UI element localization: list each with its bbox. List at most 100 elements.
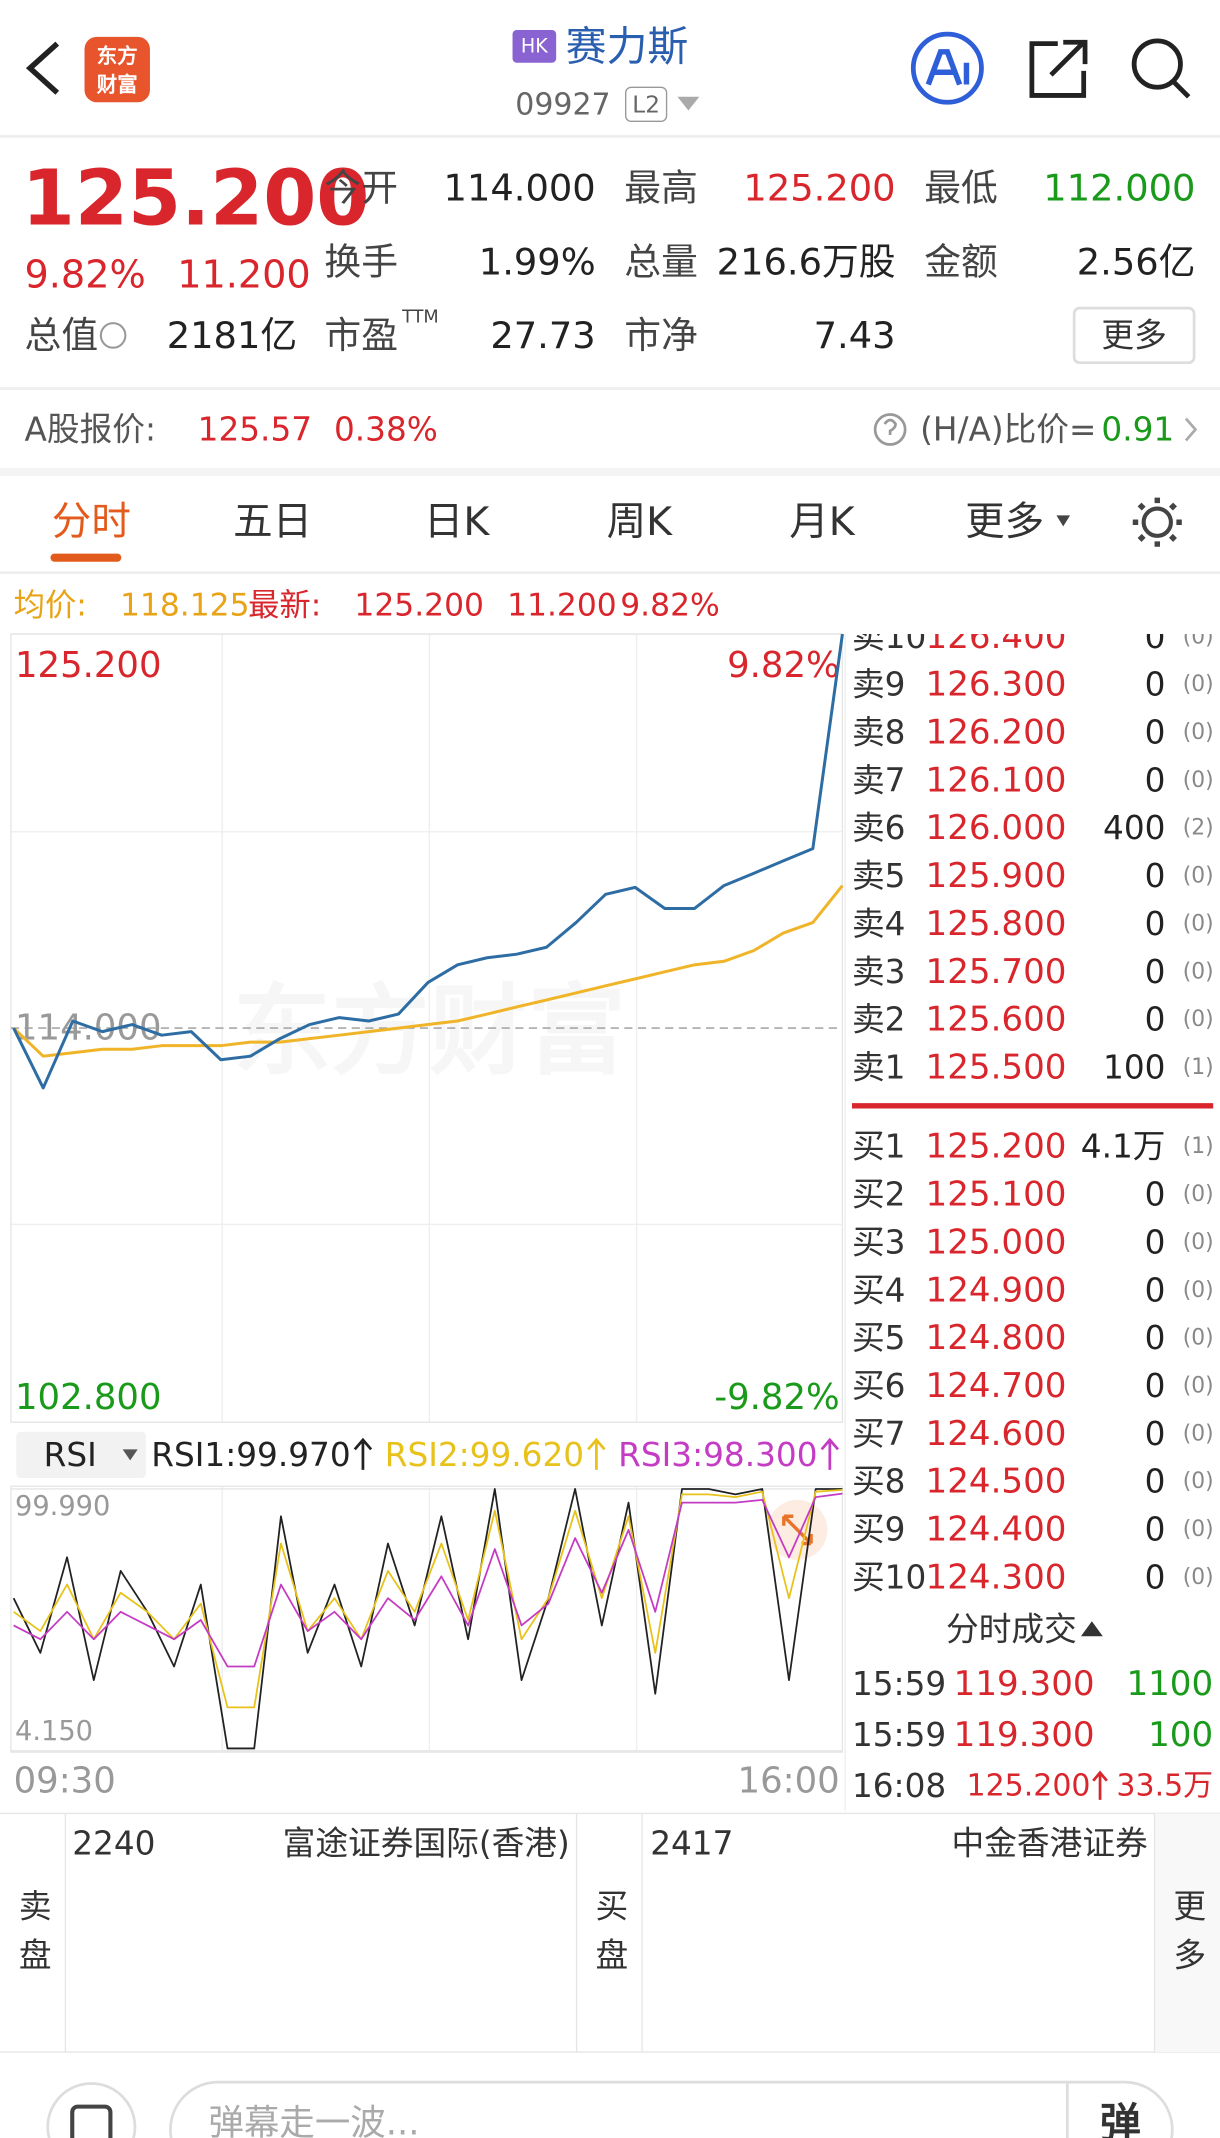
level-label: 卖1 — [852, 1048, 906, 1086]
search-button[interactable] — [1131, 38, 1183, 90]
broker-more[interactable]: 更多 — [1168, 1888, 1206, 1986]
level-price: 124.500 — [926, 1462, 1067, 1502]
level-price: 125.000 — [926, 1222, 1067, 1262]
x-tick-label: 16:00 — [738, 1760, 840, 1801]
stat-label: 市盈 — [324, 314, 398, 357]
level-price: 125.900 — [926, 856, 1067, 896]
y-tick-label: 102.800 — [15, 1377, 162, 1418]
level-volume: 400 — [1103, 809, 1165, 847]
logo[interactable] — [84, 36, 150, 103]
divider — [64, 1813, 1156, 2053]
legend-entry: RSI2:99.620 — [385, 1436, 584, 1474]
comment-placeholder: 弹幕走一波... — [209, 2102, 420, 2138]
level-label: 卖7 — [852, 761, 906, 799]
level-count: (0) — [1183, 1421, 1214, 1446]
level-count: (0) — [1183, 1278, 1214, 1303]
comment-icon[interactable] — [46, 2082, 137, 2138]
info-icon — [99, 322, 127, 349]
dropdown-icon[interactable] — [677, 96, 700, 111]
level-count: (0) — [1183, 959, 1214, 984]
level-volume: 0 — [1145, 1271, 1166, 1309]
level-count: (0) — [1183, 1182, 1214, 1207]
stat-value: 27.73 — [490, 314, 595, 357]
level-label: 买1 — [852, 1128, 906, 1166]
chevron[interactable] — [1184, 417, 1198, 442]
level-label: 买7 — [852, 1415, 906, 1453]
trade-time: 15:59 — [852, 1716, 946, 1754]
stat-value: 112.000 — [1043, 167, 1195, 210]
tab[interactable]: 分时 — [52, 499, 131, 545]
trade-price: 119.300 — [954, 1715, 1095, 1755]
level-badge[interactable] — [624, 86, 668, 123]
level-volume: 0 — [1145, 905, 1166, 943]
trade-volume: 1100 — [1126, 1664, 1213, 1704]
settings-button[interactable] — [1141, 506, 1173, 538]
stat-value: 216.6万股 — [717, 240, 896, 283]
level-count: (0) — [1183, 1007, 1214, 1032]
level-price: 125.200 — [926, 1127, 1067, 1167]
level-price: 126.100 — [926, 760, 1067, 800]
help-icon[interactable] — [873, 413, 907, 446]
legend-entry: RSI3:98.300 — [618, 1436, 817, 1474]
level-count: (0) — [1183, 1326, 1214, 1351]
level-volume: 4.1万 — [1081, 1128, 1166, 1166]
trade-time: 16:08 — [852, 1767, 946, 1805]
level-volume: 0 — [1145, 857, 1166, 895]
search-icon — [1171, 80, 1191, 99]
chart-frame — [10, 1485, 844, 1753]
stock-code: 09927 — [515, 87, 610, 122]
market-badge — [512, 29, 557, 63]
level-count: (0) — [1183, 624, 1214, 649]
level-label: 买5 — [852, 1319, 906, 1357]
trade-price: 119.300 — [954, 1664, 1095, 1704]
a-share-label: A股报价: — [25, 411, 156, 449]
level-volume: 0 — [1145, 1415, 1166, 1453]
comment-input[interactable] — [169, 2080, 1174, 2138]
tab[interactable]: 五日 — [233, 499, 312, 545]
trade-time: 15:59 — [852, 1665, 946, 1703]
legend-entry: RSI1:99.970 — [151, 1436, 350, 1474]
buy-side-label: 买盘 — [590, 1888, 628, 1986]
level-volume: 0 — [1145, 618, 1166, 656]
share-button[interactable] — [1029, 39, 1088, 98]
last-pct: 9.82% — [620, 587, 720, 623]
level-volume: 100 — [1103, 1048, 1165, 1086]
broker-name: 富途证券国际(香港) — [283, 1824, 570, 1862]
ai-button[interactable] — [910, 31, 984, 105]
more-button[interactable] — [1072, 306, 1196, 365]
stat-label: 最低 — [924, 167, 998, 210]
level-volume: 0 — [1145, 1319, 1166, 1357]
level-label: 买8 — [852, 1463, 906, 1501]
back-button[interactable] — [25, 41, 60, 95]
level-label: 买10 — [852, 1558, 926, 1596]
level-label: 卖4 — [852, 905, 906, 943]
logo-text: 东方 — [97, 44, 138, 68]
level-label: 卖9 — [852, 666, 906, 704]
level-count: (0) — [1183, 864, 1214, 889]
indicator-name: RSI — [44, 1436, 97, 1474]
level-volume: 0 — [1145, 1176, 1166, 1214]
level-price: 125.100 — [926, 1175, 1067, 1215]
section-gap — [0, 467, 1220, 476]
level-label: 卖5 — [852, 857, 906, 895]
tab[interactable]: 更多 — [965, 499, 1044, 545]
more-column[interactable] — [1154, 1813, 1220, 2053]
level-label: 买4 — [852, 1271, 906, 1309]
level-price: 124.600 — [926, 1414, 1067, 1454]
tab[interactable]: 月K — [789, 499, 856, 545]
indicator-select[interactable] — [16, 1431, 146, 1479]
avg-label: 均价: — [14, 587, 87, 623]
stat-value: 1.99% — [479, 240, 596, 283]
tab[interactable]: 周K — [607, 499, 674, 545]
level-price: 124.800 — [926, 1318, 1067, 1358]
a-share-price: 125.57 — [198, 411, 312, 449]
level-volume: 0 — [1145, 1463, 1166, 1501]
level-price: 124.700 — [926, 1366, 1067, 1406]
y-tick-label: 99.990 — [15, 1491, 110, 1522]
level-price: 124.900 — [926, 1270, 1067, 1310]
level-label: 卖10 — [852, 618, 926, 656]
stat-value: 2181亿 — [167, 314, 297, 357]
stat-label: 换手 — [324, 240, 398, 283]
tab[interactable]: 日K — [424, 499, 491, 545]
danmaku-button[interactable]: 弹 — [1100, 2099, 1141, 2138]
